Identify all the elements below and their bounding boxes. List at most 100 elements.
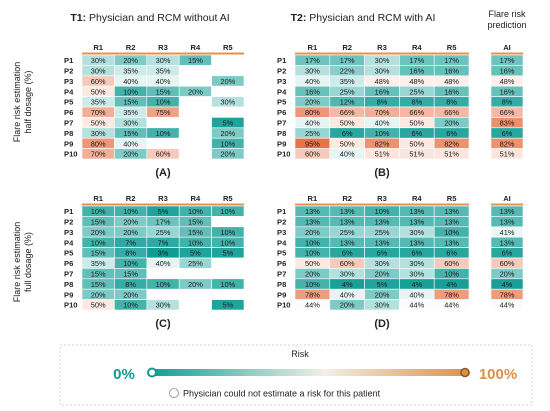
column-header: R5: [447, 194, 457, 203]
cell-value: 5%: [222, 301, 233, 310]
row-label: P10: [277, 150, 291, 159]
cell-value: 51%: [500, 150, 515, 159]
heatmap-cell: [178, 96, 212, 108]
row-label: P8: [64, 280, 73, 289]
cell-value: 20%: [123, 228, 138, 237]
cell-value: 13%: [375, 218, 390, 227]
cell-value: 17%: [444, 56, 459, 65]
cell-value: 13%: [305, 218, 320, 227]
cell-value: 20%: [123, 150, 138, 159]
row-label: P2: [64, 67, 73, 76]
cell-value: 66%: [444, 108, 459, 117]
cell-value: 4%: [502, 280, 513, 289]
legend-gradient-bar: [148, 369, 470, 376]
cell-value: 35%: [340, 77, 355, 86]
cell-value: 48%: [409, 77, 424, 86]
cell-value: 8%: [502, 98, 513, 107]
cell-value: 5%: [190, 249, 201, 258]
cell-value: 10%: [91, 207, 106, 216]
cell-value: 13%: [340, 218, 355, 227]
cell-value: 60%: [305, 150, 320, 159]
cell-value: 80%: [91, 139, 106, 148]
cell-value: 75%: [156, 108, 171, 117]
column-header: R4: [191, 194, 201, 203]
cell-value: 15%: [91, 270, 106, 279]
cell-value: 60%: [444, 259, 459, 268]
cell-value: 10%: [305, 249, 320, 258]
cell-value: 8%: [125, 249, 136, 258]
cell-value: 13%: [305, 207, 320, 216]
panel-label: (A): [155, 167, 171, 179]
svg-text:Flare risk estimation: Flare risk estimation: [12, 222, 22, 303]
cell-value: 25%: [156, 228, 171, 237]
cell-value: 66%: [340, 108, 355, 117]
cell-value: 4%: [342, 280, 353, 289]
cell-value: 10%: [188, 207, 203, 216]
cell-value: 16%: [375, 87, 390, 96]
cell-value: 10%: [156, 280, 171, 289]
legend-title: Risk: [291, 349, 309, 359]
cell-value: 3%: [158, 249, 169, 258]
cell-value: 13%: [444, 238, 459, 247]
cell-value: 35%: [123, 108, 138, 117]
cell-value: 12%: [340, 98, 355, 107]
cell-value: 6%: [342, 129, 353, 138]
legend-frame: [59, 344, 533, 406]
row-label: P1: [277, 56, 287, 65]
row-label: P1: [277, 207, 287, 216]
row-label: P7: [64, 270, 73, 279]
cell-value: 30%: [220, 98, 235, 107]
panel-label: (D): [374, 318, 390, 330]
row-label: P4: [277, 87, 287, 96]
ai-header-line1: Flare risk: [488, 9, 526, 19]
cell-value: 35%: [156, 67, 171, 76]
row-label: P5: [64, 249, 74, 258]
cell-value: 20%: [220, 77, 235, 86]
cell-value: 51%: [375, 150, 390, 159]
cell-value: 8%: [411, 98, 422, 107]
cell-value: 40%: [156, 77, 171, 86]
cell-value: 16%: [444, 87, 459, 96]
row-label: P3: [64, 228, 73, 237]
cell-value: 30%: [375, 301, 390, 310]
heatmap-cell: [211, 216, 245, 228]
legend-max-label: 100%: [479, 366, 517, 383]
cell-value: 10%: [156, 98, 171, 107]
heatmap-cell: [490, 148, 524, 160]
cell-value: 60%: [91, 77, 106, 86]
cell-value: 78%: [444, 290, 459, 299]
cell-value: 10%: [444, 228, 459, 237]
row-label: P10: [64, 301, 78, 310]
column-header: R5: [223, 43, 233, 52]
cell-value: 44%: [444, 301, 459, 310]
cell-value: 95%: [305, 139, 320, 148]
cell-value: 4%: [446, 280, 457, 289]
cell-value: 30%: [409, 259, 424, 268]
heatmap-cell: [211, 65, 245, 77]
cell-value: 48%: [444, 77, 459, 86]
cell-value: 6%: [446, 129, 457, 138]
cell-value: 41%: [500, 228, 515, 237]
row-label: P1: [64, 56, 74, 65]
cell-value: 40%: [409, 290, 424, 299]
cell-value: 30%: [305, 67, 320, 76]
cell-value: 6%: [342, 249, 353, 258]
cell-value: 4%: [411, 280, 422, 289]
heatmap-cell: [211, 288, 245, 300]
cell-value: 20%: [375, 270, 390, 279]
cell-value: 6%: [502, 249, 513, 258]
row-label: P3: [277, 228, 286, 237]
cell-value: 50%: [91, 87, 106, 96]
cell-value: 30%: [123, 119, 138, 128]
cell-value: 48%: [500, 77, 515, 86]
cell-value: 40%: [305, 119, 320, 128]
cell-value: 40%: [340, 290, 355, 299]
cell-value: 22%: [340, 67, 355, 76]
column-header: R2: [342, 194, 352, 203]
cell-value: 48%: [375, 77, 390, 86]
cell-value: 15%: [156, 87, 171, 96]
column-header: R1: [93, 194, 103, 203]
heatmap-cell: [211, 257, 245, 269]
cell-value: 80%: [305, 108, 320, 117]
